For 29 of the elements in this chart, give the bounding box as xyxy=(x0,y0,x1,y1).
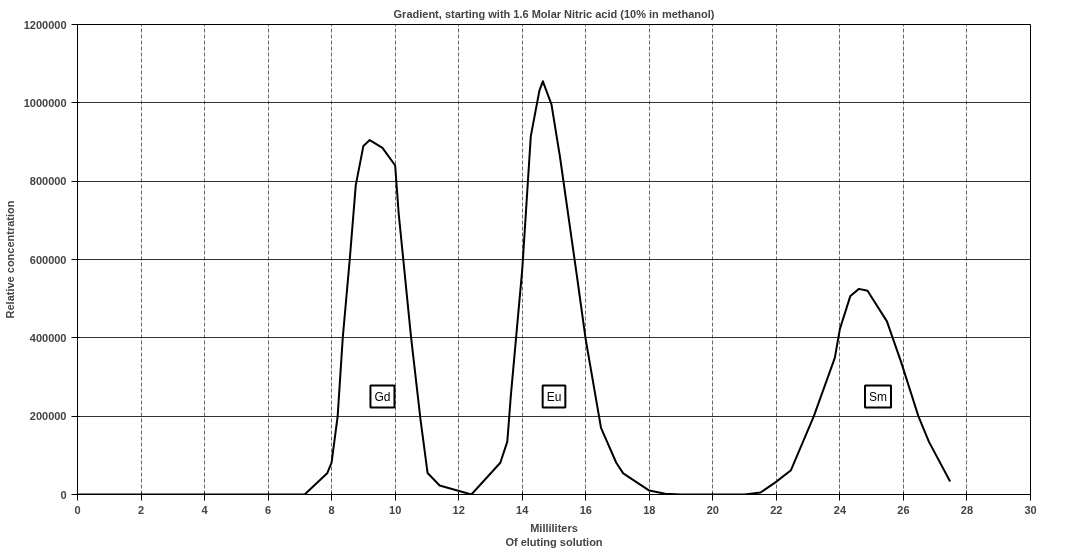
x-tick-label: 4 xyxy=(201,503,209,516)
annotation: Eu xyxy=(546,389,562,404)
y-tick-label: 1200000 xyxy=(23,18,67,31)
x-tick-label: 10 xyxy=(389,503,402,516)
annotation: Sm xyxy=(869,389,888,404)
x-tick-label: 24 xyxy=(833,503,847,516)
annotation: Gd xyxy=(374,389,391,404)
x-tick-label: 20 xyxy=(706,503,719,516)
x-tick-label: 12 xyxy=(452,503,465,516)
x-tick-label: 0 xyxy=(74,503,81,516)
y-tick-label: 1000000 xyxy=(23,96,67,109)
x-tick-label: 6 xyxy=(265,503,272,516)
y-tick-label: 0 xyxy=(60,488,67,501)
x-axis-title: Milliliters Of eluting solution xyxy=(505,521,603,548)
x-tick-label: 28 xyxy=(960,503,974,516)
x-tick-label: 2 xyxy=(137,503,145,516)
y-axis-title: Relative concentration xyxy=(3,200,16,319)
x-tick-label: 8 xyxy=(328,503,335,516)
chart-title: Gradient, starting with 1.6 Molar Nitric acid (10% in methanol) xyxy=(393,7,715,20)
y-tick-label: 400000 xyxy=(29,331,67,344)
y-tick-label: 600000 xyxy=(29,253,67,266)
y-tick-label: 200000 xyxy=(29,410,67,423)
x-tick-label: 16 xyxy=(579,503,592,516)
x-tick-label: 22 xyxy=(770,503,783,516)
x-tick-label: 30 xyxy=(1024,503,1037,516)
y-tick-label: 800000 xyxy=(29,175,67,188)
x-tick-label: 18 xyxy=(643,503,656,516)
x-tick-label: 14 xyxy=(516,503,530,516)
x-tick-label: 26 xyxy=(897,503,910,516)
